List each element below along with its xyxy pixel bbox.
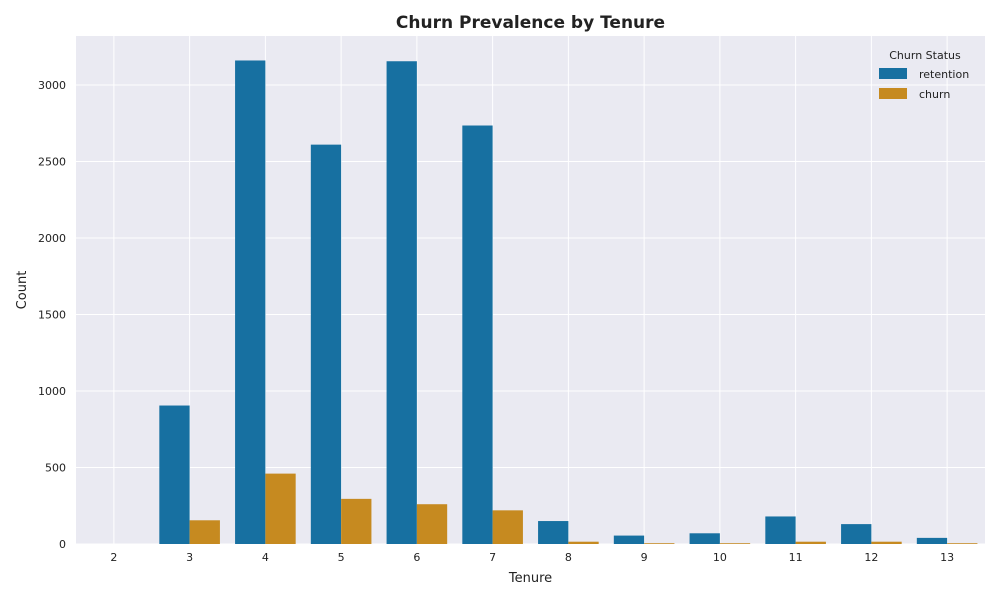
y-tick-label: 2000 (38, 232, 66, 245)
bar-churn-8 (568, 541, 599, 544)
x-tick-label: 5 (338, 551, 345, 564)
bar-churn-9 (644, 543, 675, 544)
y-tick-label: 500 (45, 461, 66, 474)
bar-retention-12 (841, 524, 872, 544)
x-tick-label: 13 (940, 551, 954, 564)
x-tick-label: 10 (713, 551, 727, 564)
bar-retention-4 (235, 60, 266, 544)
bar-retention-5 (310, 144, 342, 544)
bar-churn-12 (871, 541, 902, 544)
bar-churn-11 (795, 541, 826, 544)
bar-retention-8 (538, 521, 569, 544)
bar-retention-13 (916, 537, 948, 544)
y-tick-label: 1000 (38, 385, 66, 398)
x-tick-label: 2 (110, 551, 117, 564)
bar-churn-13 (947, 543, 978, 544)
x-axis-label: Tenure (508, 571, 552, 586)
bar-retention-9 (613, 535, 645, 544)
x-tick-label: 4 (262, 551, 269, 564)
y-tick-label: 3000 (38, 79, 66, 92)
bar-churn-4 (265, 473, 296, 544)
bar-churn-5 (341, 498, 372, 544)
bar-churn-10 (719, 543, 751, 544)
bar-churn-7 (492, 510, 523, 544)
legend-swatch-retention (879, 68, 907, 79)
legend: Churn Status retention churn (879, 49, 969, 101)
x-tick-label: 7 (489, 551, 496, 564)
bars (159, 60, 978, 545)
x-tick-label: 9 (641, 551, 648, 564)
chart-title: Churn Prevalence by Tenure (396, 13, 665, 33)
bar-retention-10 (689, 533, 720, 544)
y-axis-ticks: 0 500 1000 1500 2000 2500 3000 (38, 79, 66, 551)
plot-background (76, 36, 985, 544)
x-axis-ticks: 2 3 4 5 6 7 8 9 10 11 12 13 (110, 551, 954, 564)
y-axis-label: Count (15, 271, 30, 310)
bar-retention-3 (159, 405, 190, 544)
x-tick-label: 12 (864, 551, 878, 564)
y-tick-label: 2500 (38, 155, 66, 168)
y-tick-label: 1500 (38, 308, 66, 321)
bar-retention-6 (386, 61, 417, 545)
legend-title: Churn Status (889, 49, 961, 62)
legend-swatch-churn (879, 88, 907, 99)
bar-retention-11 (765, 516, 796, 544)
legend-label-churn: churn (919, 88, 950, 101)
legend-label-retention: retention (919, 68, 969, 81)
x-tick-label: 11 (789, 551, 803, 564)
bar-churn-3 (189, 520, 220, 544)
bar-retention-7 (462, 125, 493, 544)
x-tick-label: 3 (186, 551, 193, 564)
y-tick-label: 0 (59, 538, 66, 551)
x-tick-label: 8 (565, 551, 572, 564)
bar-churn-6 (416, 504, 448, 544)
x-tick-label: 6 (413, 551, 420, 564)
